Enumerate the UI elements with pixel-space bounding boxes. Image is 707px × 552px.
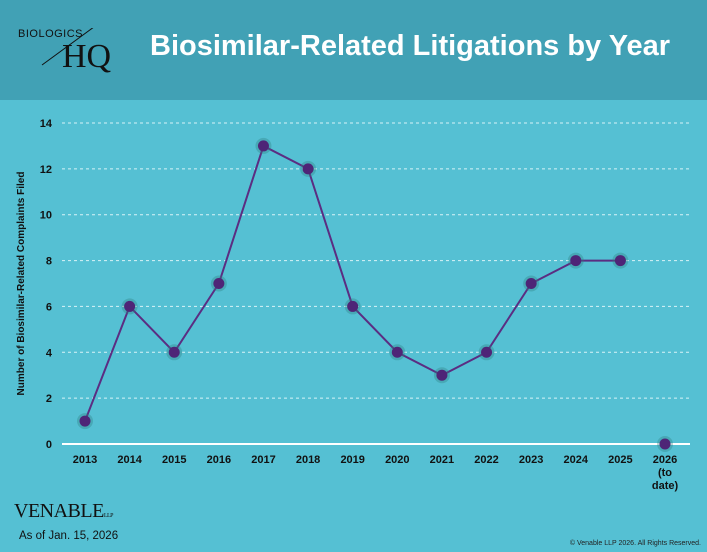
data-point bbox=[347, 300, 359, 312]
x-tick-label: 2026 (to date) bbox=[652, 454, 679, 492]
x-tick-label: 2019 bbox=[340, 454, 364, 466]
header-band bbox=[0, 0, 707, 100]
data-point bbox=[614, 255, 626, 267]
data-point bbox=[302, 163, 314, 175]
data-point bbox=[570, 255, 582, 267]
x-tick-label: 2023 bbox=[519, 454, 543, 466]
x-tick-label: 2018 bbox=[296, 454, 320, 466]
data-point bbox=[481, 346, 493, 358]
page-title: Biosimilar-Related Litigations by Year bbox=[150, 30, 671, 62]
y-axis-label: Number of Biosimilar-Related Complaints … bbox=[16, 172, 27, 396]
data-point bbox=[124, 300, 136, 312]
y-tick-label: 10 bbox=[40, 210, 52, 222]
y-tick-label: 2 bbox=[46, 393, 52, 405]
y-tick-label: 14 bbox=[40, 118, 53, 130]
x-tick-label: 2016 bbox=[207, 454, 231, 466]
y-tick-label: 0 bbox=[46, 439, 52, 451]
biologics-hq-logo: BIOLOGICS HQ bbox=[18, 28, 128, 78]
x-tick-label: 2024 bbox=[564, 454, 589, 466]
x-tick-label: 2025 bbox=[608, 454, 632, 466]
x-tick-label: 2017 bbox=[251, 454, 275, 466]
data-point bbox=[213, 278, 225, 289]
as-of-date: As of Jan. 15, 2026 bbox=[19, 530, 119, 542]
data-point bbox=[436, 369, 448, 381]
data-point bbox=[79, 415, 91, 427]
data-point bbox=[525, 278, 537, 289]
x-tick-label: 2020 bbox=[385, 454, 409, 466]
data-point bbox=[168, 346, 180, 358]
y-tick-label: 6 bbox=[46, 301, 52, 313]
series-line bbox=[84, 144, 621, 422]
venable-logo: VENABLELLP bbox=[14, 500, 114, 522]
y-tick-label: 4 bbox=[46, 347, 53, 359]
y-tick-label: 12 bbox=[40, 164, 52, 176]
x-tick-label: 2015 bbox=[162, 454, 186, 466]
x-tick-label: 2022 bbox=[474, 454, 498, 466]
x-tick-label: 2021 bbox=[430, 454, 454, 466]
copyright: © Venable LLP 2026. All Rights Reserved. bbox=[569, 540, 701, 547]
y-tick-label: 8 bbox=[46, 256, 52, 268]
data-point bbox=[391, 346, 403, 358]
data-point bbox=[659, 438, 671, 450]
data-point bbox=[257, 140, 269, 152]
logo-text-small: BIOLOGICS bbox=[18, 28, 84, 40]
x-tick-label: 2014 bbox=[117, 454, 142, 466]
x-tick-label: 2013 bbox=[73, 454, 97, 466]
